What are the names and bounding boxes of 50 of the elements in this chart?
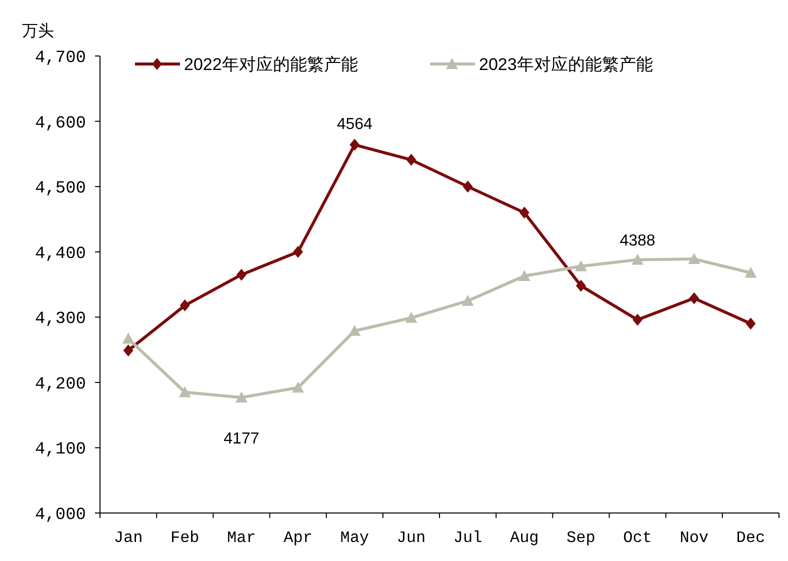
- point: [689, 292, 700, 304]
- y-tick-label: 4,100: [34, 440, 86, 460]
- x-tick-label: Jun: [396, 529, 426, 547]
- y-tick-label: 4,300: [34, 310, 86, 330]
- annotation: 4564: [336, 116, 373, 133]
- x-tick-label: May: [340, 529, 370, 547]
- point: [236, 268, 246, 281]
- point: [462, 180, 473, 193]
- annotation: 4388: [620, 232, 656, 250]
- point: [348, 324, 361, 336]
- point: [519, 206, 530, 219]
- x-tick-label: Mar: [227, 529, 256, 547]
- point: [406, 154, 416, 166]
- x-tick-label: Jan: [114, 529, 143, 547]
- x-tick-label: Feb: [170, 529, 200, 547]
- point: [518, 270, 530, 282]
- point: [293, 246, 304, 258]
- point: [632, 314, 643, 326]
- x-tick-label: Sep: [566, 529, 596, 547]
- point: [180, 299, 190, 312]
- point: [688, 253, 700, 264]
- x-tick-label: Dec: [736, 529, 766, 547]
- annotation: 4177: [224, 430, 260, 448]
- x-tick-label: Nov: [680, 529, 709, 547]
- point: [178, 386, 191, 398]
- point: [576, 280, 586, 292]
- point: [350, 138, 360, 151]
- y-tick-label: 4,400: [34, 244, 86, 264]
- point: [574, 260, 587, 272]
- y-tick-label: 4,600: [34, 114, 86, 134]
- x-tick-label: Oct: [623, 529, 652, 547]
- y-tick-label: 4,700: [34, 49, 86, 68]
- legend-label: 2023年对应的能繁产能: [479, 55, 653, 74]
- point: [122, 332, 134, 344]
- point: [462, 294, 474, 306]
- x-tick-label: Apr: [284, 529, 312, 547]
- point: [632, 254, 644, 265]
- point: [744, 266, 757, 278]
- y-tick-label: 4,200: [34, 375, 86, 394]
- point: [292, 382, 304, 393]
- point: [123, 344, 134, 356]
- point: [746, 318, 756, 330]
- point: [235, 391, 248, 402]
- x-tick-label: Aug: [510, 529, 539, 547]
- point: [405, 312, 418, 323]
- x-tick-label: Jul: [453, 529, 482, 547]
- y-tick-label: 4,500: [34, 180, 86, 199]
- y-tick-label: 4,000: [34, 506, 86, 525]
- legend-label: 2022年对应的能繁产能: [184, 55, 358, 74]
- y-axis-title: 万头: [22, 22, 54, 40]
